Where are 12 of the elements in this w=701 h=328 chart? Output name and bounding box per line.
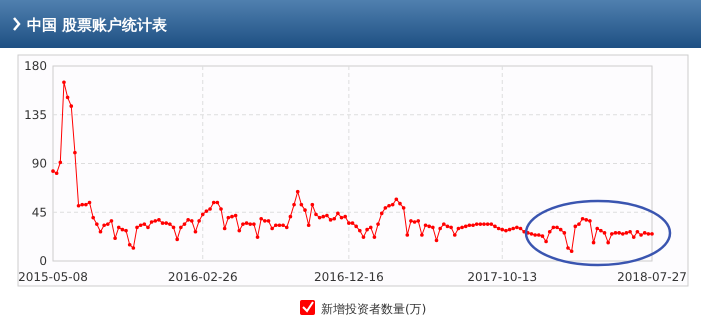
y-tick-label: 45 xyxy=(32,205,47,220)
y-tick-label: 135 xyxy=(24,108,47,122)
x-tick-label: 2016-02-26 xyxy=(168,270,238,284)
x-tick-label: 2015-05-08 xyxy=(18,270,88,284)
y-tick-label: 90 xyxy=(32,156,47,170)
y-tick-label: 0 xyxy=(39,254,47,268)
legend-label: 新增投资者数量(万) xyxy=(321,302,426,316)
x-tick-label: 2017-10-13 xyxy=(467,270,538,284)
x-tick-label: 2018-07-27 xyxy=(617,270,687,284)
x-tick-label: 2016-12-16 xyxy=(314,270,384,284)
chart-title: 中国 股票账户统计表 xyxy=(27,16,168,34)
y-tick-label: 180 xyxy=(24,59,47,73)
